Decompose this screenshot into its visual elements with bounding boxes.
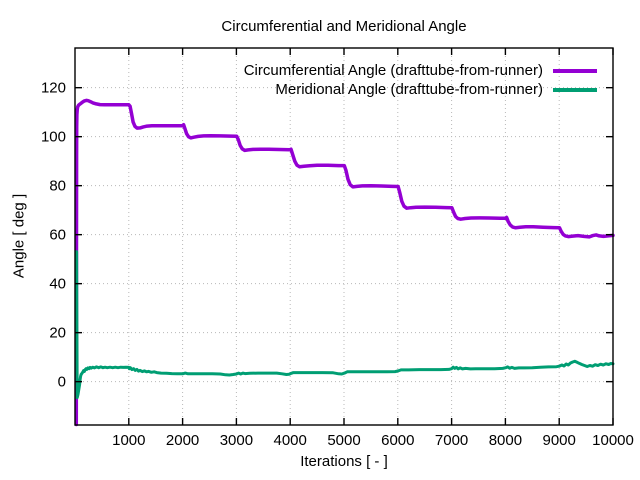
legend: Circumferential Angle (drafttube-from-ru… — [244, 61, 597, 99]
y-tick-label: 40 — [49, 276, 66, 293]
x-tick-label: 1000 — [112, 432, 145, 449]
y-tick-label: 120 — [41, 80, 66, 97]
chart-title: Circumferential and Meridional Angle — [221, 18, 467, 35]
y-tick-label: 60 — [49, 227, 66, 244]
legend-label: Meridional Angle (drafttube-from-runner) — [275, 81, 543, 98]
x-tick-label: 7000 — [435, 432, 468, 449]
y-tick-label: 80 — [49, 178, 66, 195]
legend-item-circumferential-angle: Circumferential Angle (drafttube-from-ru… — [244, 61, 597, 80]
legend-label: Circumferential Angle (drafttube-from-ru… — [243, 62, 543, 79]
legend-line-sample — [553, 87, 597, 92]
y-tick-label: 20 — [49, 325, 66, 342]
x-tick-label: 5000 — [327, 432, 360, 449]
x-tick-label: 10000 — [592, 432, 634, 449]
x-tick-label: 6000 — [381, 432, 414, 449]
y-tick-label: 100 — [41, 129, 66, 146]
x-tick-label: 3000 — [220, 432, 253, 449]
x-axis-label: Iterations [ - ] — [300, 453, 388, 470]
legend-line-sample — [553, 68, 597, 73]
x-tick-label: 8000 — [489, 432, 522, 449]
series-line — [74, 98, 615, 427]
legend-item-meridional-angle: Meridional Angle (drafttube-from-runner) — [244, 80, 597, 99]
x-tick-label: 9000 — [543, 432, 576, 449]
x-tick-label: 2000 — [166, 432, 199, 449]
y-axis-label: Angle [ deg ] — [10, 193, 28, 279]
series-line — [75, 250, 615, 400]
y-tick-label: 0 — [58, 374, 66, 391]
x-tick-label: 4000 — [274, 432, 307, 449]
